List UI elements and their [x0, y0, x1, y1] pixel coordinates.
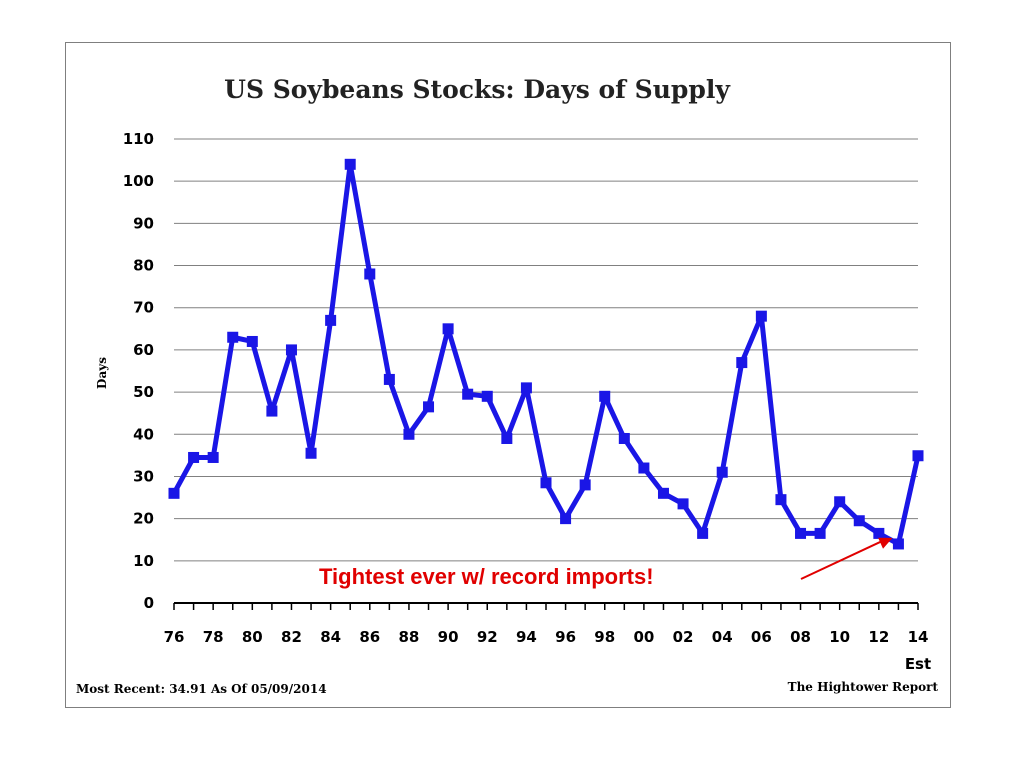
x-tick-label-06: 06 — [751, 628, 772, 646]
x-tick-label-86: 86 — [359, 628, 380, 646]
y-tick-label-100: 100 — [123, 172, 154, 190]
data-point-92 — [481, 390, 493, 402]
x-tick-label-96: 96 — [555, 628, 576, 646]
footer-source: The Hightower Report — [788, 680, 939, 694]
data-point-76 — [168, 487, 180, 499]
data-point-02 — [677, 498, 689, 510]
gridlines — [174, 138, 918, 562]
data-point-84 — [325, 314, 337, 326]
x-tick-label-78: 78 — [203, 628, 224, 646]
x-tick-label-82: 82 — [281, 628, 302, 646]
data-point-88 — [403, 428, 415, 440]
x-tick-label-14: 14 — [908, 628, 929, 646]
y-tick-label-10: 10 — [133, 552, 154, 570]
data-point-78 — [207, 451, 219, 463]
data-point-14 — [912, 450, 924, 462]
data-point-11 — [853, 515, 865, 527]
data-point-89 — [423, 401, 435, 413]
x-tick-label-76: 76 — [164, 628, 185, 646]
data-point-06 — [755, 310, 767, 322]
data-point-12 — [873, 527, 885, 539]
x-tick-label-00: 00 — [633, 628, 654, 646]
chart-title: US Soybeans Stocks: Days of Supply — [224, 75, 731, 104]
y-axis-label: Days — [95, 357, 109, 389]
annotation: Tightest ever w/ record imports! — [319, 537, 893, 589]
data-point-98 — [599, 390, 611, 402]
data-point-97 — [579, 479, 591, 491]
data-point-80 — [246, 335, 258, 347]
data-point-85 — [344, 158, 356, 170]
x-tick-label-04: 04 — [712, 628, 733, 646]
x-tick-label-90: 90 — [438, 628, 459, 646]
y-tick-label-110: 110 — [123, 130, 154, 148]
data-point-10 — [834, 496, 846, 508]
data-point-07 — [775, 494, 787, 506]
footer-most-recent: Most Recent: 34.91 As Of 05/09/2014 — [76, 682, 327, 696]
data-point-04 — [716, 466, 728, 478]
data-point-08 — [795, 527, 807, 539]
x-tick-label-94: 94 — [516, 628, 537, 646]
y-tick-label-80: 80 — [133, 257, 154, 275]
y-tick-label-70: 70 — [133, 299, 154, 317]
data-point-95 — [540, 477, 552, 489]
y-tick-label-40: 40 — [133, 425, 154, 443]
y-axis-ticks: 0 10 20 30 40 50 60 70 80 90 100 110 — [123, 130, 154, 612]
line-chart: US Soybeans Stocks: Days of Supply 0 10 20… — [76, 75, 939, 696]
data-point-86 — [364, 268, 376, 280]
x-tick-label-08: 08 — [790, 628, 811, 646]
data-point-99 — [618, 432, 630, 444]
data-point-90 — [442, 323, 454, 335]
x-tick-label-12: 12 — [868, 628, 889, 646]
x-tick-label-88: 88 — [399, 628, 420, 646]
data-point-94 — [520, 382, 532, 394]
x-tick-label-98: 98 — [594, 628, 615, 646]
x-tick-label-02: 02 — [673, 628, 694, 646]
data-point-00 — [638, 462, 650, 474]
y-tick-label-60: 60 — [133, 341, 154, 359]
data-point-81 — [266, 405, 278, 417]
y-tick-label-30: 30 — [133, 467, 154, 485]
data-point-05 — [736, 357, 748, 369]
y-tick-label-20: 20 — [133, 510, 154, 528]
chart-frame: US Soybeans Stocks: Days of Supply 0 10 20… — [65, 42, 951, 708]
x-tick-label-80: 80 — [242, 628, 263, 646]
data-point-01 — [657, 487, 669, 499]
data-point-03 — [697, 527, 709, 539]
data-point-93 — [501, 432, 513, 444]
data-point-82 — [285, 344, 297, 356]
annotation-arrow-shaft — [800, 540, 883, 580]
y-tick-label-50: 50 — [133, 383, 154, 401]
x-tick-label-10: 10 — [829, 628, 850, 646]
y-tick-label-0: 0 — [144, 594, 154, 612]
data-point-79 — [227, 331, 239, 343]
data-point-91 — [462, 388, 474, 400]
annotation-arrow-head — [878, 537, 893, 549]
data-point-77 — [188, 451, 200, 463]
data-point-96 — [560, 513, 572, 525]
x-tick-label-92: 92 — [477, 628, 498, 646]
x-tick-label-est: Est — [905, 655, 931, 673]
y-tick-label-90: 90 — [133, 214, 154, 232]
series-days-of-supply — [168, 158, 924, 550]
x-axis: 76 78 80 82 84 86 88 90 92 94 96 98 00 02 04 06 08 10 12 14… — [164, 602, 931, 673]
x-tick-label-84: 84 — [320, 628, 341, 646]
annotation-text: Tightest ever w/ record imports! — [319, 564, 654, 589]
data-point-83 — [305, 447, 317, 459]
data-point-87 — [383, 373, 395, 385]
data-point-09 — [814, 527, 826, 539]
data-point-13 — [892, 538, 904, 550]
